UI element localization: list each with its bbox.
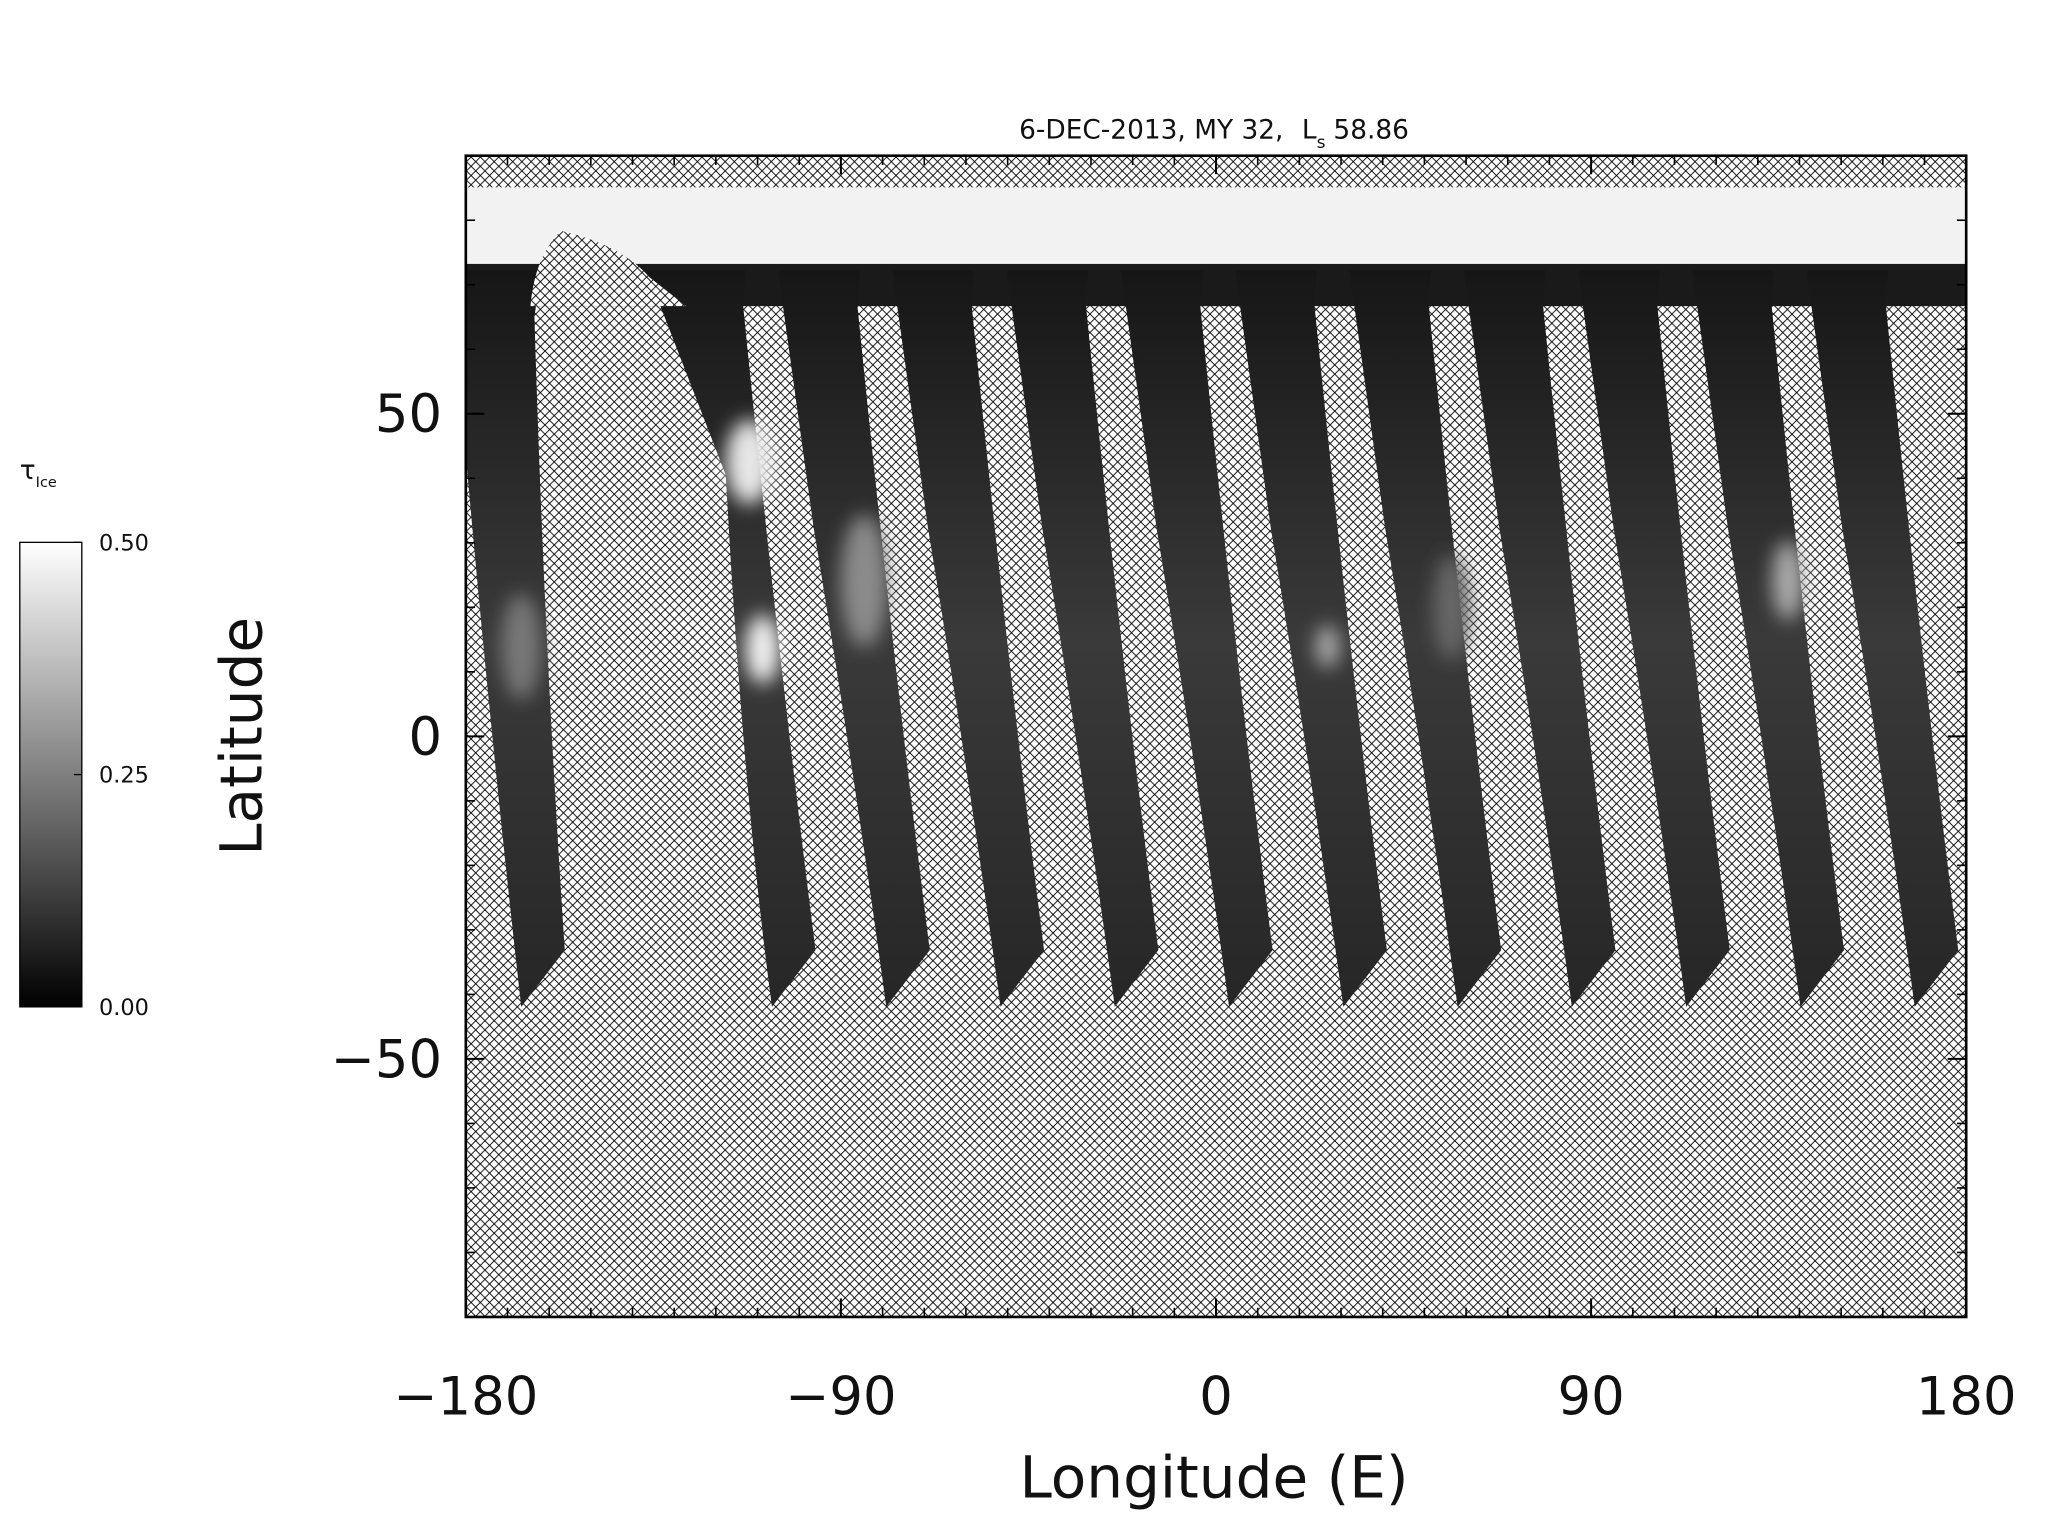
colorbar-subscript: Ice — [36, 475, 57, 491]
cloud — [840, 514, 889, 647]
cloud — [745, 614, 780, 684]
swath — [1577, 270, 1730, 1007]
y-tick-label: 50 — [375, 384, 442, 445]
y-axis-title: Latitude — [207, 617, 275, 856]
cloud — [501, 593, 542, 700]
cloud — [725, 419, 774, 505]
y-tick-label: 0 — [408, 707, 442, 768]
colorbar: τIce 0.50 0.25 0.00 — [19, 456, 149, 1021]
x-tick-label: 90 — [1558, 1367, 1625, 1428]
x-tick-label: −90 — [785, 1367, 896, 1428]
swath — [892, 270, 1045, 1007]
map-area — [465, 155, 1967, 1317]
swath — [1349, 270, 1502, 1007]
cloud — [1315, 625, 1340, 668]
x-axis-title: Longitude (E) — [1019, 1444, 1408, 1512]
x-tick-label: 0 — [1199, 1367, 1233, 1428]
ls-value: 58.86 — [1333, 116, 1409, 146]
title-text: 6-DEC-2013, MY 32, — [1019, 116, 1283, 146]
colorbar-tick-label: 0.25 — [99, 763, 149, 789]
colorbar-symbol: τ — [20, 456, 36, 486]
ls-symbol: L — [1302, 116, 1317, 146]
cloud — [1772, 541, 1804, 621]
gap-top — [530, 230, 687, 307]
chart-title: 6-DEC-2013, MY 32, Ls 58.86 — [1019, 116, 1409, 153]
colorbar-tick-label: 0.00 — [99, 995, 149, 1021]
swath — [1463, 270, 1616, 1007]
y-tick-label: −50 — [331, 1029, 442, 1090]
swath — [1806, 270, 1959, 1007]
swath — [1006, 270, 1159, 1007]
colorbar-tick-label: 0.50 — [99, 530, 149, 556]
ls-subscript: s — [1317, 133, 1326, 153]
figure: −180 −90 0 90 180 −50 0 50 6-DEC-2013, MY 32, Ls… — [19, 116, 2017, 1512]
colorbar-title: τIce — [20, 456, 57, 491]
axes: −180 −90 0 90 180 −50 0 50 — [331, 155, 2017, 1428]
swath — [646, 270, 816, 1007]
swath — [1235, 270, 1387, 1007]
cloud — [1433, 554, 1471, 660]
cloud-features — [501, 419, 1804, 700]
x-tick-label: 180 — [1916, 1367, 2017, 1428]
colorbar-scale — [19, 541, 83, 1008]
swath — [1692, 270, 1844, 1007]
swaths — [465, 270, 1959, 1007]
x-tick-label: −180 — [393, 1367, 538, 1428]
swath — [1120, 270, 1273, 1007]
